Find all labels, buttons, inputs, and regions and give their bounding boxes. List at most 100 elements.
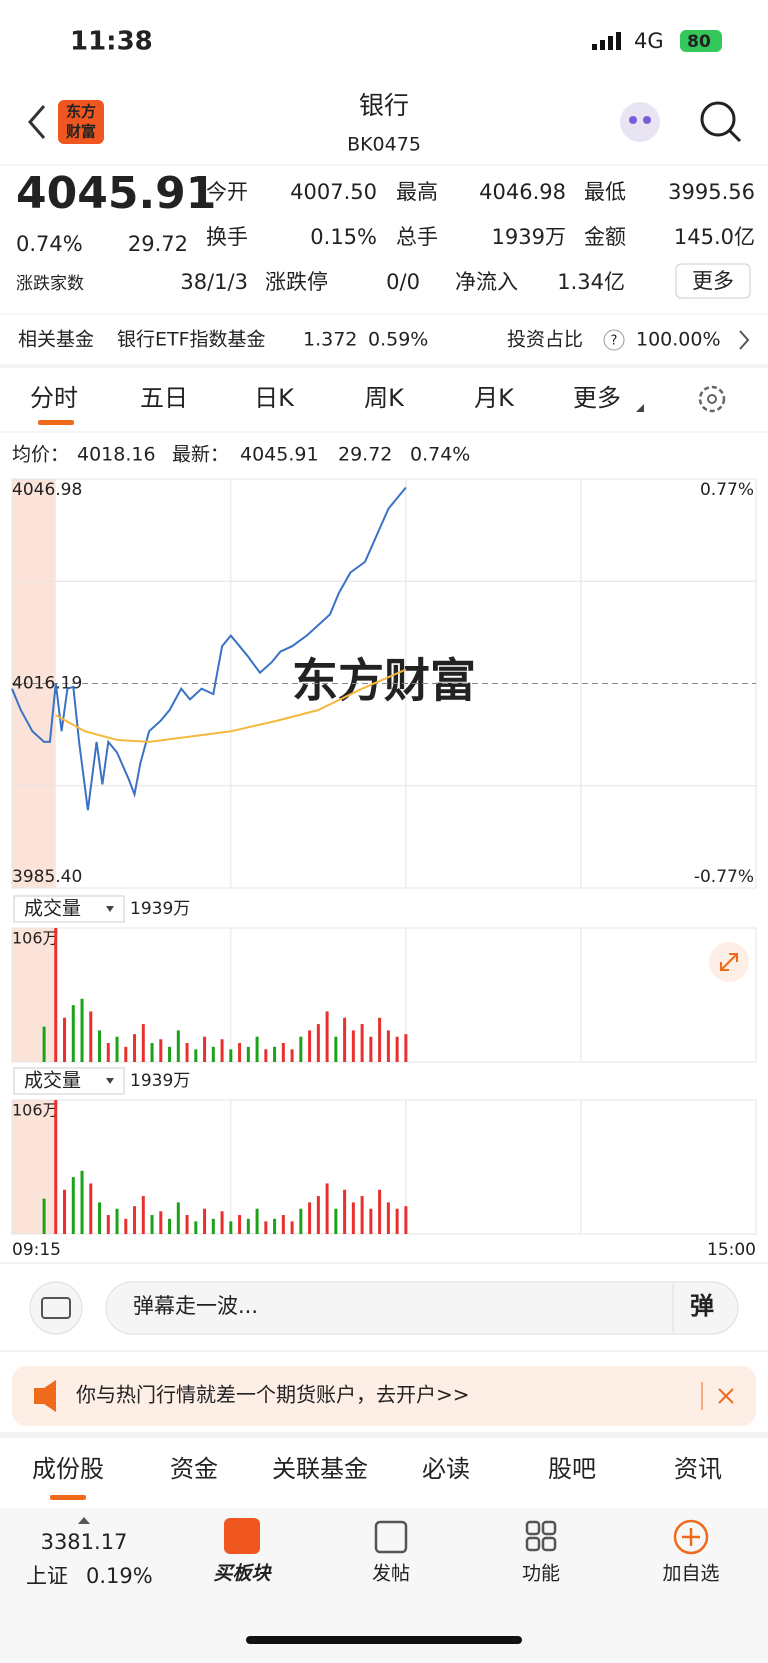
volume-bar: [255, 1036, 259, 1062]
volume-bar: [316, 1024, 320, 1062]
chart-tab[interactable]: 五日: [140, 384, 188, 412]
stat-value: 4046.98: [479, 180, 566, 204]
last-value: 4045.91: [240, 444, 319, 466]
volume-bar: [238, 1215, 242, 1234]
volume-bar: [290, 1049, 294, 1062]
back-button[interactable]: [28, 105, 46, 139]
volume-selector[interactable]: [13, 1067, 125, 1095]
change: 29.72: [128, 232, 188, 256]
volume-bar: [106, 1043, 110, 1062]
battery-icon: [680, 30, 722, 52]
volume-bar: [80, 998, 84, 1062]
megaphone-icon: [34, 1380, 56, 1412]
section-tab[interactable]: 股吧: [548, 1455, 596, 1483]
nav-icon[interactable]: [224, 1518, 260, 1554]
chart-tab[interactable]: 周K: [364, 384, 405, 412]
breadth-label: 涨跌家数: [16, 274, 84, 294]
chart-tab[interactable]: 月K: [474, 384, 515, 412]
index-value: 3381.17: [41, 1530, 128, 1554]
volume-bar: [185, 1043, 189, 1062]
volume-bar: [334, 1208, 338, 1234]
section-tab[interactable]: 资讯: [674, 1455, 722, 1483]
nav-icon[interactable]: [525, 1520, 557, 1552]
last-change-pct: 0.74%: [410, 444, 470, 466]
last-label: 最新：: [172, 444, 229, 466]
fund-price: 1.372: [303, 329, 357, 351]
pre-market-shade: [12, 1100, 56, 1234]
count: 3: [235, 270, 248, 294]
y2-tick-label: 0.77%: [700, 480, 754, 500]
nav-label[interactable]: 发帖: [372, 1563, 410, 1585]
volume-selector[interactable]: [13, 895, 125, 923]
volume-bar: [89, 1183, 93, 1234]
volume-bar: [299, 1208, 303, 1234]
volume-bar: [299, 1036, 303, 1062]
nav-label[interactable]: 功能: [522, 1563, 560, 1585]
nav-label[interactable]: 加自选: [662, 1563, 719, 1585]
page-title: 银行: [359, 91, 409, 120]
chart-tab[interactable]: 分时: [30, 384, 78, 412]
nav-label[interactable]: 买板块: [213, 1563, 272, 1585]
help-icon[interactable]: [603, 329, 625, 351]
section-tab[interactable]: 必读: [422, 1455, 470, 1483]
nav-icon[interactable]: [374, 1520, 408, 1554]
separator: /: [400, 270, 408, 294]
volume-bar: [54, 1100, 58, 1234]
volume-bar: [325, 1183, 329, 1234]
section-tab[interactable]: 关联基金: [272, 1455, 368, 1483]
settings-button[interactable]: [698, 385, 726, 413]
tab-underline: [38, 420, 74, 425]
more-button[interactable]: [675, 263, 751, 299]
danmaku-input[interactable]: [105, 1281, 739, 1335]
divider: [0, 1262, 768, 1264]
volume-bar: [115, 1208, 119, 1234]
settings-core: [707, 394, 717, 404]
stat-label: 金额: [584, 225, 626, 249]
status-time: 11:38: [70, 27, 153, 57]
volume-bar: [98, 1202, 102, 1234]
volume-bar: [255, 1208, 259, 1234]
volume-bar: [334, 1036, 338, 1062]
section-tab[interactable]: 资金: [170, 1455, 218, 1483]
volume-bar: [369, 1208, 373, 1234]
stat-value: 3995.56: [668, 180, 755, 204]
chevron[interactable]: [739, 330, 750, 350]
plot-frame: [11, 927, 757, 1063]
volume-bar: [316, 1196, 320, 1234]
volume-bar: [395, 1208, 399, 1234]
stat-label: 今开: [206, 180, 248, 204]
stat-value: 0.15%: [310, 225, 377, 249]
section-tab[interactable]: 成份股: [32, 1455, 104, 1483]
banner[interactable]: [12, 1366, 756, 1426]
avg-line: [55, 668, 407, 743]
assistant-icon[interactable]: [620, 102, 660, 142]
more-label: 更多: [692, 269, 734, 293]
volume-total: 1939万: [130, 899, 190, 919]
volume-bar: [141, 1024, 145, 1062]
expand-icon: [720, 953, 738, 971]
volume-bar: [238, 1043, 242, 1062]
help-text: ?: [611, 334, 618, 349]
close-button[interactable]: [718, 1388, 734, 1404]
dropdown-arrow: [106, 1078, 114, 1084]
nav-icon[interactable]: [673, 1519, 709, 1555]
volume-bar: [386, 1030, 390, 1062]
count: 0: [407, 270, 420, 294]
dropdown-arrow: [106, 906, 114, 912]
danmaku-toggle[interactable]: [29, 1281, 83, 1335]
chart-tab[interactable]: 更多: [573, 384, 621, 412]
chart-tab[interactable]: 日K: [254, 384, 295, 412]
danmaku-icon: [41, 1297, 71, 1319]
volume-bar: [308, 1202, 312, 1234]
fund-label: 相关基金: [18, 329, 94, 351]
price-line: [11, 486, 407, 811]
volume-bar: [133, 1034, 137, 1062]
stat-value: 145.0亿: [674, 225, 755, 249]
expand-arrow[interactable]: [78, 1517, 90, 1524]
volume-bar: [176, 1030, 180, 1062]
volume-bar: [168, 1046, 172, 1062]
volume-bar: [141, 1196, 145, 1234]
watermark: 东方财富: [292, 654, 476, 708]
search-button[interactable]: [700, 101, 736, 137]
price: 4045.91: [16, 168, 216, 219]
